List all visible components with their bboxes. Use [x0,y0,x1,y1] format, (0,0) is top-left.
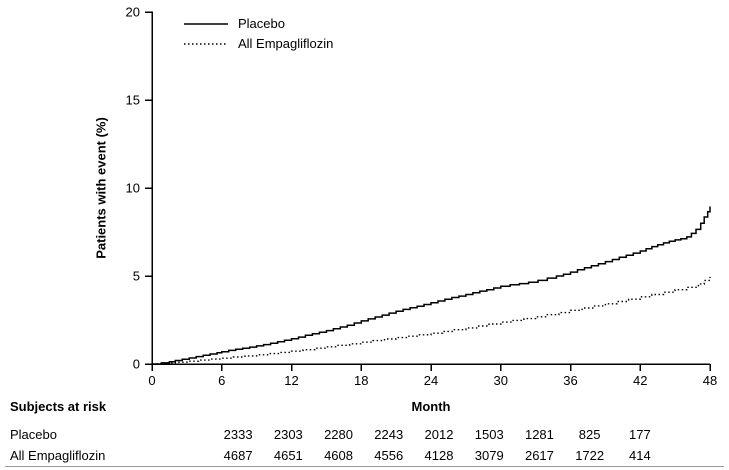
x-tick-label: 30 [494,373,508,388]
x-tick-label: 24 [424,373,438,388]
risk-count: 1722 [575,448,605,463]
risk-counts-placebo: 2333 2303 2280 2243 2012 1503 1281 825 1… [213,427,665,442]
y-tick-label: 10 [126,181,140,196]
risk-count: 825 [578,427,601,442]
x-tick-label: 12 [284,373,298,388]
legend-item-placebo: Placebo [183,15,333,32]
x-tick-label: 6 [218,373,225,388]
risk-count: 177 [629,427,651,442]
risk-count: 4687 [223,448,253,463]
risk-row-label: All Empagliflozin [10,448,106,463]
risk-count: 2280 [324,427,353,442]
risk-count: 1281 [524,427,554,442]
legend-label-placebo: Placebo [238,16,285,31]
solid-line-icon [184,22,228,25]
series-curve-all-empagliflozin [152,276,711,365]
x-tick-label: 36 [563,373,577,388]
y-tick-label: 15 [126,93,140,108]
risk-count: 2012 [424,427,454,442]
subjects-at-risk-heading: Subjects at risk [10,399,107,414]
dotted-line-icon [184,42,228,45]
x-tick-label: 48 [703,373,717,388]
risk-count: 2303 [273,427,303,442]
risk-count: 2333 [223,427,253,442]
y-tick-label: 5 [133,269,140,284]
x-axis-title: Month [411,399,451,414]
risk-count: 1503 [474,427,504,442]
risk-count: 4608 [324,448,353,463]
risk-count: 2243 [374,427,404,442]
y-axis-title: Patients with event (%) [93,117,109,259]
x-tick-label: 42 [633,373,647,388]
x-tick-label: 18 [354,373,368,388]
bottom-rule [5,466,724,467]
risk-count: 4651 [273,448,303,463]
legend-item-all-empagliflozin: All Empagliflozin [183,35,333,52]
y-tick-label: 0 [133,357,140,372]
legend: Placebo All Empagliflozin [183,15,333,52]
risk-count: 414 [629,448,651,463]
x-tick-label: 0 [148,373,155,388]
risk-count: 4128 [424,448,454,463]
legend-label-all-empagliflozin: All Empagliflozin [238,36,334,51]
risk-row-label: Placebo [10,427,57,442]
risk-counts-all-empagliflozin: 4687 4651 4608 4556 4128 3079 2617 1722 … [213,448,665,463]
risk-count: 2617 [524,448,554,463]
risk-count: 4556 [374,448,404,463]
series-curve-placebo [152,206,711,365]
y-tick-label: 20 [126,5,140,20]
risk-count: 3079 [474,448,504,463]
